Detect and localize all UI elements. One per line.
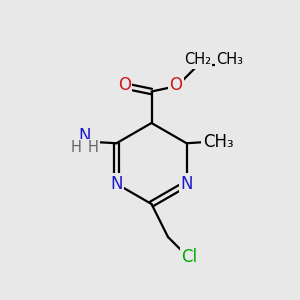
Text: Cl: Cl [181, 248, 197, 266]
Text: N: N [180, 175, 193, 193]
Text: N: N [79, 127, 91, 146]
Text: N: N [110, 175, 123, 193]
Text: O: O [118, 76, 131, 94]
Text: CH₂: CH₂ [184, 52, 211, 68]
Text: CH₃: CH₃ [203, 133, 233, 151]
Text: CH₃: CH₃ [216, 52, 243, 68]
Text: H: H [71, 140, 82, 155]
Text: H: H [88, 140, 99, 155]
Text: O: O [169, 76, 183, 94]
